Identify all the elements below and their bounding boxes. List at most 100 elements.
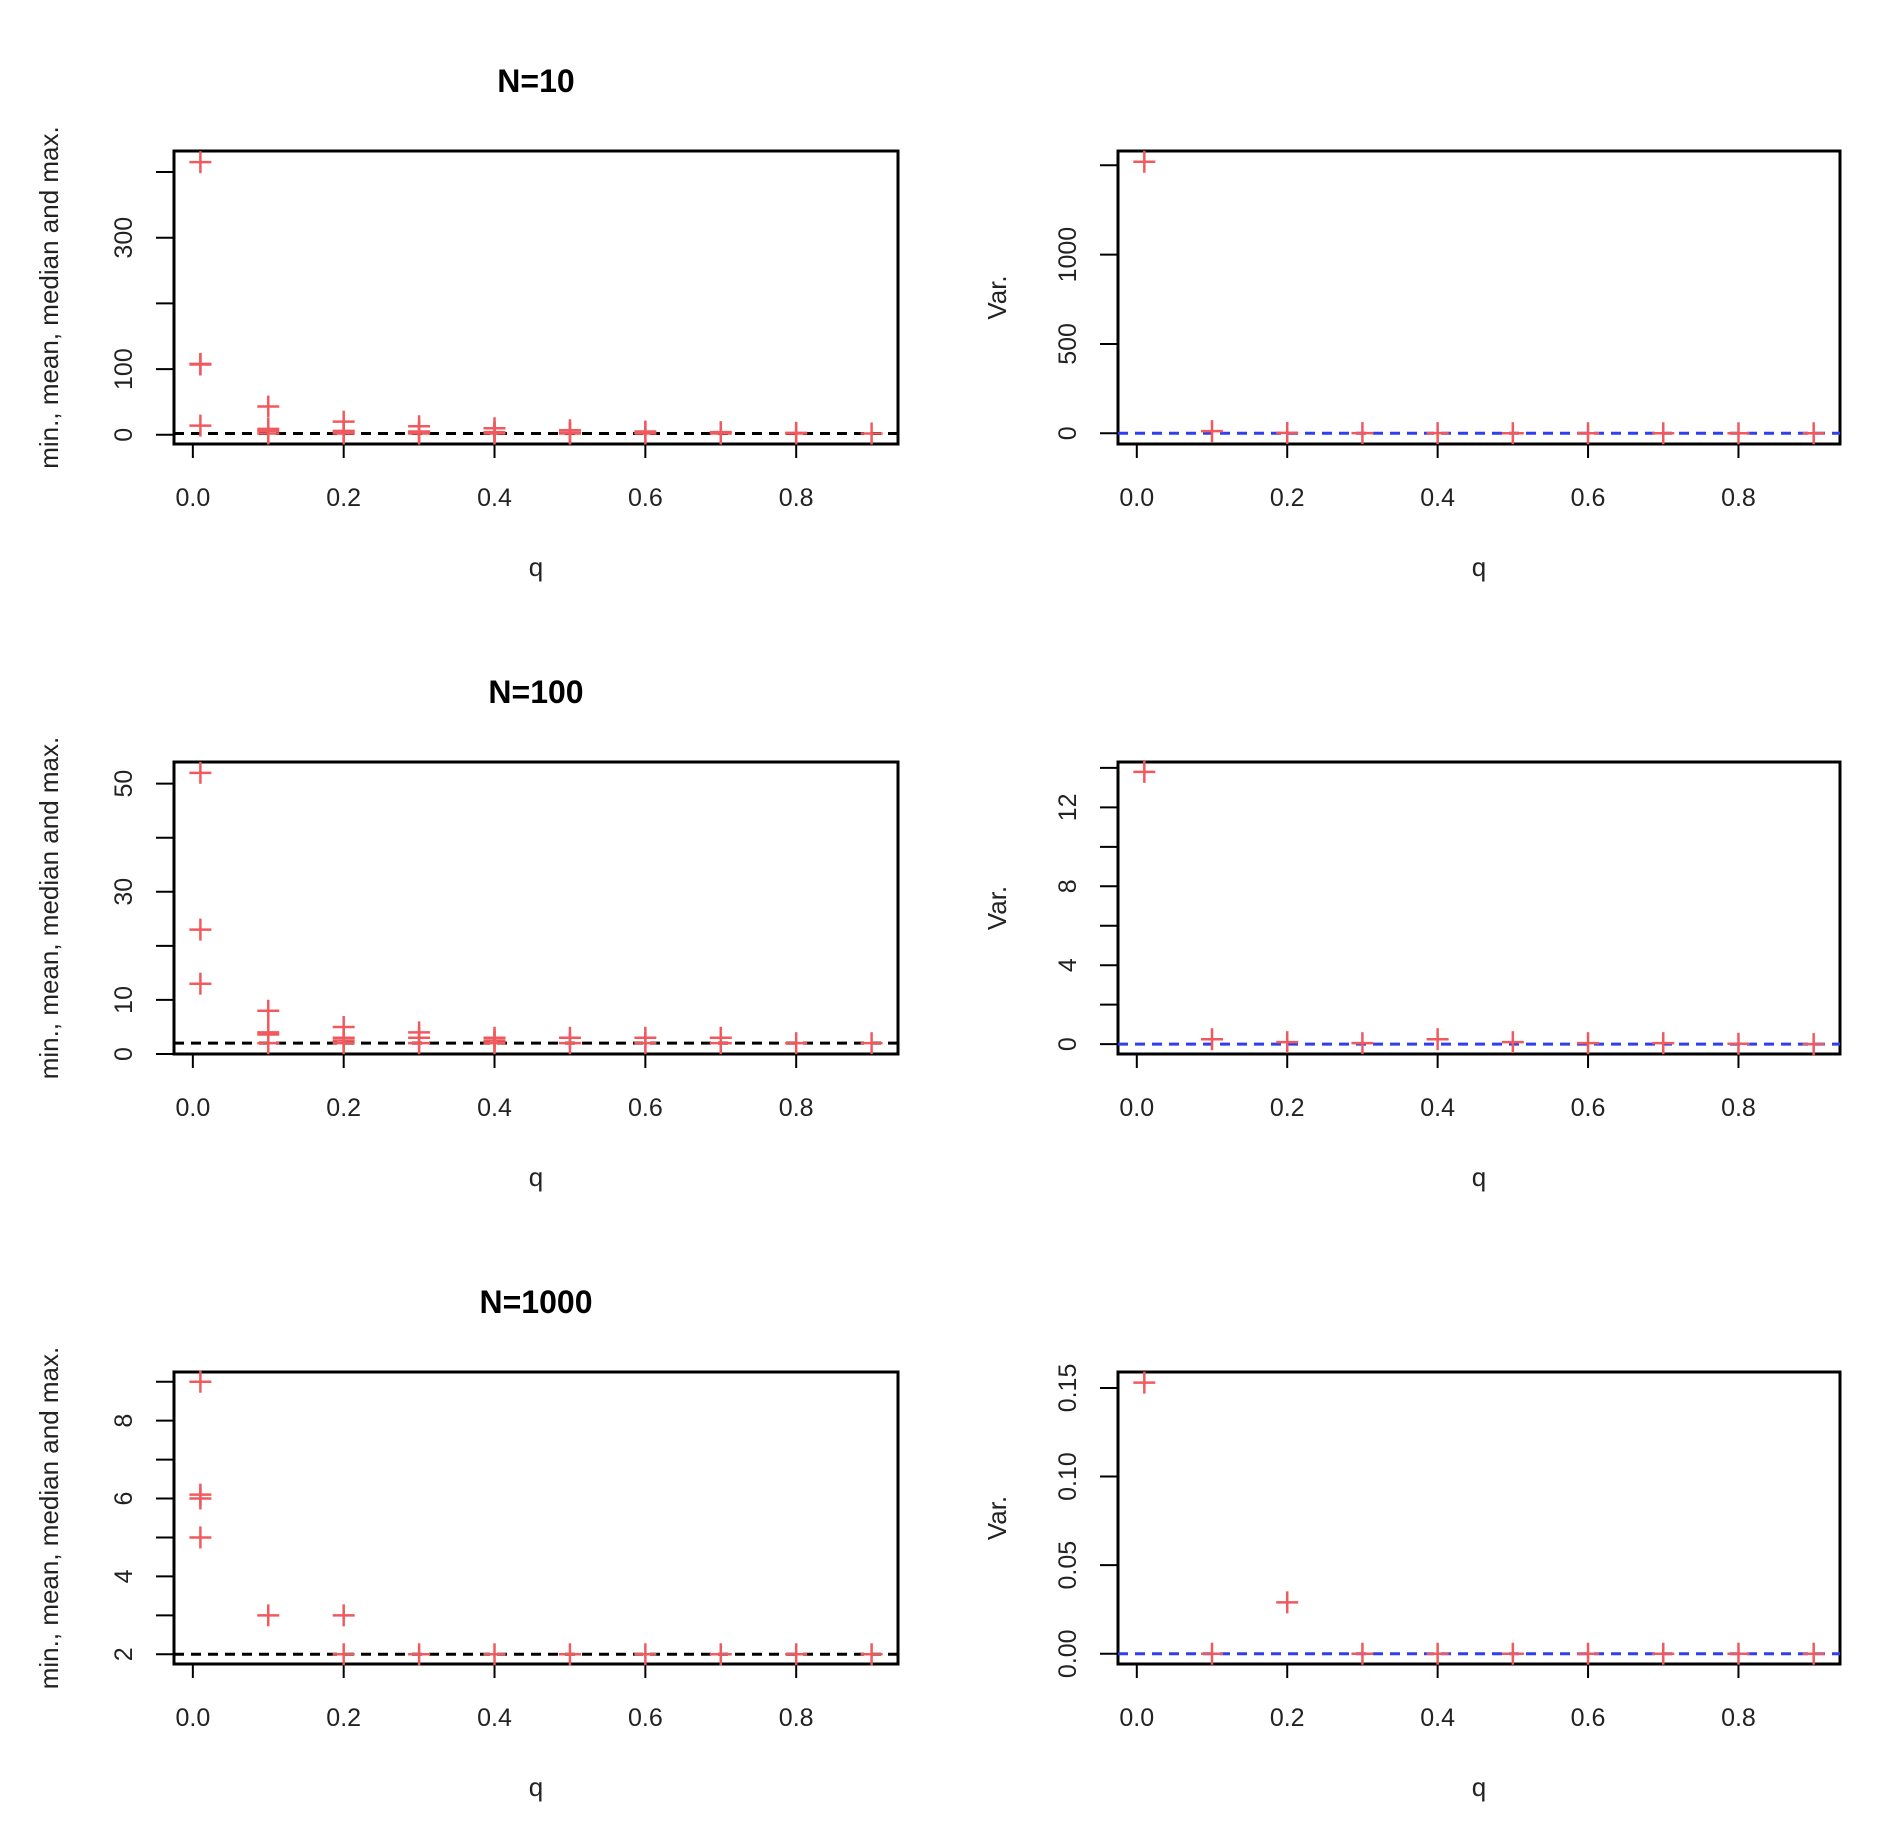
data-point	[408, 422, 431, 445]
y-tick-label: 4	[110, 1569, 138, 1583]
x-tick-label: 0.2	[326, 484, 361, 512]
data-point	[332, 1643, 355, 1666]
data-point	[558, 1032, 581, 1055]
x-tick-label: 0.0	[175, 1094, 210, 1122]
x-tick-label: 0.4	[477, 484, 512, 512]
data-point	[1276, 1591, 1299, 1614]
y-tick-label: 1000	[1054, 227, 1082, 283]
data-point	[1133, 1371, 1156, 1394]
x-tick-label: 0.6	[1571, 1094, 1606, 1122]
x-tick-label: 0.6	[628, 484, 663, 512]
data-point	[785, 422, 808, 445]
data-point	[257, 395, 280, 418]
x-axis-title: q	[1472, 1162, 1486, 1192]
x-tick-label: 0.2	[326, 1094, 361, 1122]
data-point	[257, 422, 280, 445]
data-point	[860, 1032, 883, 1055]
data-point	[1652, 1642, 1675, 1665]
data-point	[189, 1526, 212, 1549]
x-tick-label: 0.4	[1420, 1704, 1455, 1732]
y-tick-label: 0.00	[1054, 1629, 1082, 1678]
panel-5: 0.0 0.2 0.4 0.6 0.8 2 4 6 8 q min., mean, median a…	[34, 1284, 900, 1802]
panel-title: N=1000	[480, 1284, 593, 1320]
y-axis-title: Var.	[982, 275, 1012, 319]
panel-1: 0.0 0.2 0.4 0.6 0.8 0 100 300 q min., mean, media…	[34, 63, 900, 582]
data-point	[1201, 1642, 1224, 1665]
x-tick-label: 0.8	[1721, 1704, 1756, 1732]
data-point	[634, 1032, 657, 1055]
data-point	[189, 761, 212, 784]
x-tick-label: 0.8	[779, 1704, 814, 1732]
y-tick-label: 0.10	[1054, 1452, 1082, 1501]
data-point	[1426, 1028, 1449, 1051]
data-point	[1727, 1642, 1750, 1665]
data-point	[1577, 1642, 1600, 1665]
data-point	[1276, 421, 1299, 444]
x-axis-title: q	[1472, 1772, 1486, 1802]
plot-frame	[1116, 760, 1842, 1056]
y-tick-label: 6	[110, 1492, 138, 1506]
panel-4: 0.0 0.2 0.4 0.6 0.8 0 4 8 12 q Var.	[982, 760, 1842, 1192]
plot-frame	[1116, 1370, 1842, 1666]
y-tick-label: 0	[1054, 1037, 1082, 1051]
data-point	[558, 422, 581, 445]
plot-frame	[172, 149, 900, 446]
data-point	[189, 972, 212, 995]
data-point	[634, 1643, 657, 1666]
y-tick-label: 100	[110, 348, 138, 390]
x-tick-label: 0.4	[1420, 484, 1455, 512]
data-point	[1802, 1033, 1825, 1056]
x-tick-label: 0.6	[1571, 484, 1606, 512]
data-point	[189, 151, 212, 174]
x-tick-label: 0.8	[779, 484, 814, 512]
x-tick-label: 0.2	[326, 1704, 361, 1732]
data-point	[483, 422, 506, 445]
x-tick-label: 0.8	[1721, 1094, 1756, 1122]
x-tick-label: 0.6	[628, 1704, 663, 1732]
data-point	[1577, 1032, 1600, 1055]
data-point	[408, 1032, 431, 1055]
data-point	[1802, 422, 1825, 445]
data-point	[1727, 1032, 1750, 1055]
y-axis-title: Var.	[982, 886, 1012, 930]
plot-frame	[172, 1370, 900, 1666]
y-tick-label: 4	[1054, 958, 1082, 972]
data-point	[1652, 1032, 1675, 1055]
data-point	[257, 1604, 280, 1627]
data-point	[709, 1032, 732, 1055]
data-point	[1133, 760, 1156, 783]
x-tick-label: 0.0	[175, 484, 210, 512]
y-tick-label: 8	[110, 1414, 138, 1428]
y-tick-label: 50	[110, 770, 138, 798]
data-point	[1351, 422, 1374, 445]
y-tick-label: 0.05	[1054, 1541, 1082, 1590]
x-axis-title: q	[529, 1162, 543, 1192]
plot-frame	[172, 760, 900, 1056]
data-point	[332, 1032, 355, 1055]
x-tick-label: 0.6	[1571, 1704, 1606, 1732]
x-tick-label: 0.4	[1420, 1094, 1455, 1122]
x-tick-label: 0.8	[779, 1094, 814, 1122]
x-tick-label: 0.8	[1721, 484, 1756, 512]
y-tick-label: 12	[1054, 793, 1082, 821]
data-point	[1201, 1028, 1224, 1051]
y-tick-label: 30	[110, 878, 138, 906]
panel-2: 0.0 0.2 0.4 0.6 0.8 0 500 1000 q Var.	[982, 149, 1842, 582]
y-axis-title: min., mean, median and max.	[34, 1347, 64, 1690]
y-axis-title: min., mean, median and max.	[34, 126, 64, 469]
data-point	[189, 1370, 212, 1393]
x-tick-label: 0.0	[1119, 484, 1154, 512]
panel-3: 0.0 0.2 0.4 0.6 0.8 0 10 30 50 q min., mean, media…	[34, 674, 900, 1192]
data-point	[189, 918, 212, 941]
x-axis-title: q	[529, 1772, 543, 1802]
y-tick-label: 0	[1054, 426, 1082, 440]
data-point	[1426, 422, 1449, 445]
data-point	[257, 999, 280, 1022]
data-point	[1652, 422, 1675, 445]
x-tick-label: 0.2	[1270, 1704, 1305, 1732]
data-point	[634, 422, 657, 445]
data-point	[1426, 1642, 1449, 1665]
data-point	[1501, 1031, 1524, 1054]
data-point	[189, 353, 212, 376]
